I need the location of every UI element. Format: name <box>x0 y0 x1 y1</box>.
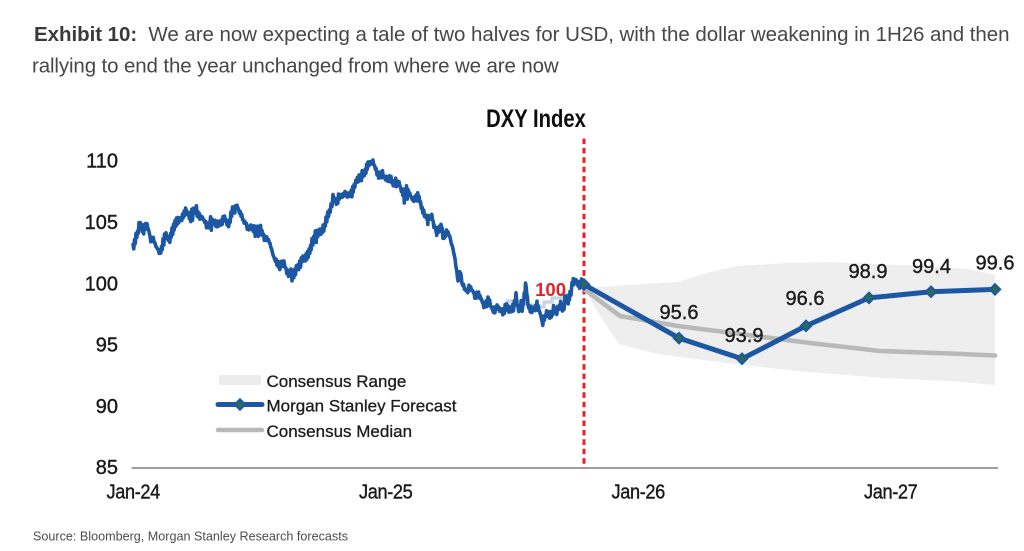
svg-text:95.6: 95.6 <box>660 302 699 324</box>
svg-text:110: 110 <box>86 151 118 173</box>
svg-text:Jan-24: Jan-24 <box>106 482 160 504</box>
svg-text:Exhibit 10: We are now expect: Exhibit 10: We are now expecting a tale … <box>34 23 1009 46</box>
svg-text:100: 100 <box>535 279 566 300</box>
svg-text:99.4: 99.4 <box>912 256 951 278</box>
svg-text:rallying to end the year uncha: rallying to end the year unchanged from … <box>32 55 559 78</box>
svg-text:Source: Bloomberg, Morgan Stan: Source: Bloomberg, Morgan Stanley Resear… <box>33 530 348 544</box>
svg-text:98.9: 98.9 <box>849 261 888 283</box>
svg-text:DXY Index: DXY Index <box>486 104 586 133</box>
svg-text:Jan-25: Jan-25 <box>359 482 412 504</box>
svg-text:85: 85 <box>96 457 118 479</box>
svg-text:93.9: 93.9 <box>725 325 764 347</box>
svg-text:100: 100 <box>85 273 118 295</box>
svg-text:Consensus Range: Consensus Range <box>267 372 407 391</box>
svg-text:Jan-26: Jan-26 <box>611 482 664 504</box>
svg-text:90: 90 <box>96 396 118 418</box>
svg-text:Jan-27: Jan-27 <box>864 482 917 504</box>
svg-text:Morgan Stanley Forecast: Morgan Stanley Forecast <box>267 396 457 415</box>
svg-text:96.6: 96.6 <box>786 288 825 310</box>
svg-text:95: 95 <box>96 335 118 357</box>
svg-text:Consensus Median: Consensus Median <box>267 422 413 441</box>
svg-text:99.6: 99.6 <box>976 253 1015 275</box>
svg-text:105: 105 <box>85 212 118 234</box>
